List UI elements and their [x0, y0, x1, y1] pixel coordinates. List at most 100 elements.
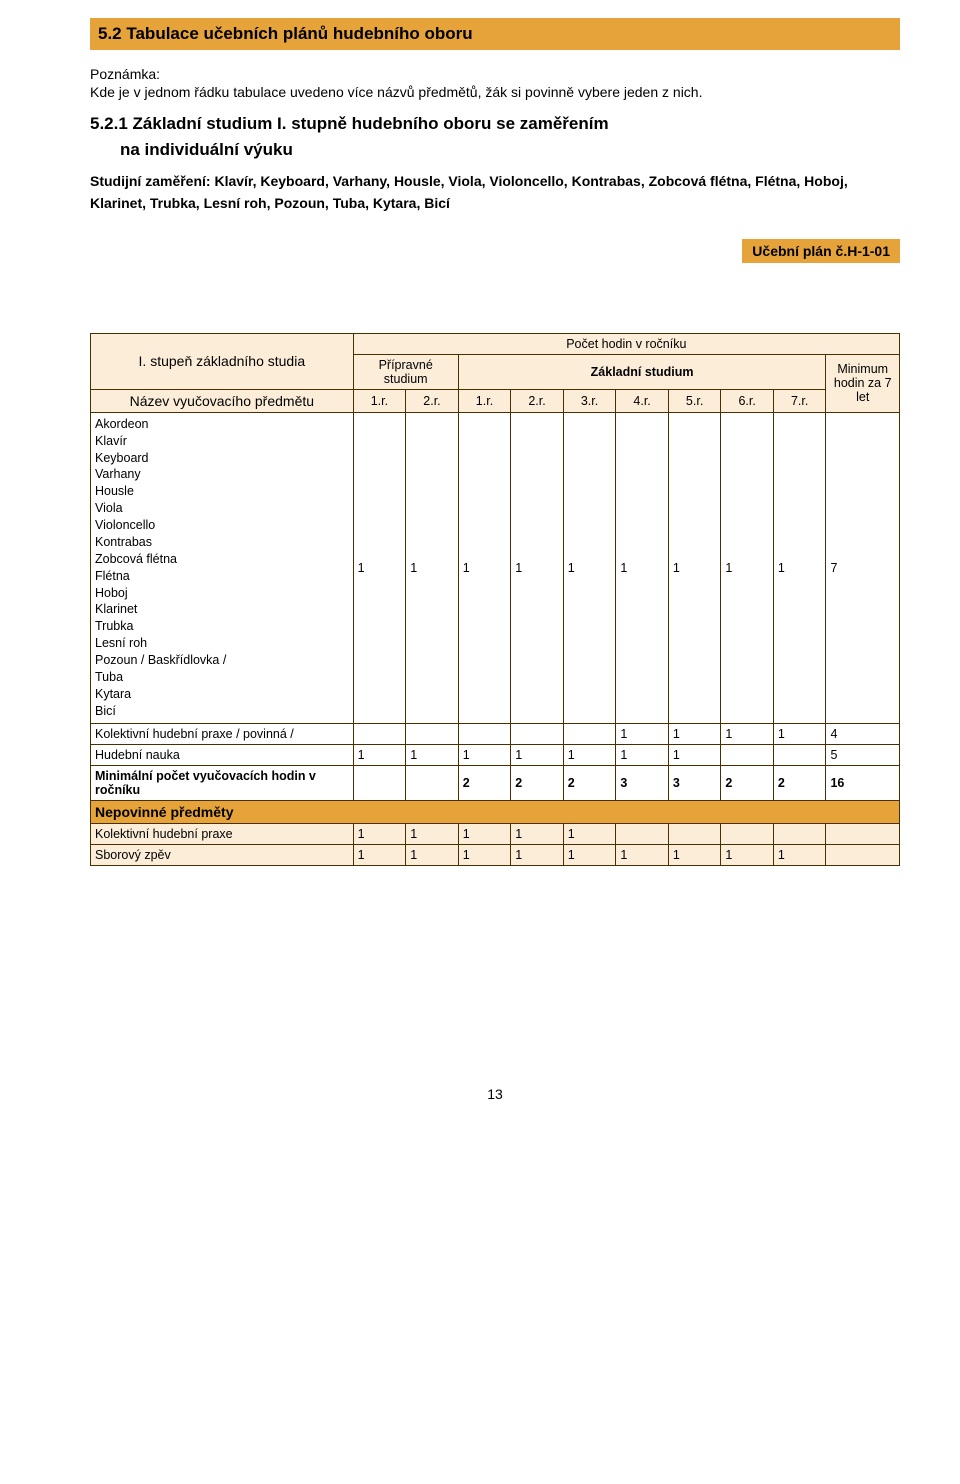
year-col: 4.r.	[616, 389, 669, 412]
cell: 1	[563, 844, 616, 865]
row-label: Hudební nauka	[91, 744, 354, 765]
page-number: 13	[90, 1086, 900, 1102]
cell: 1	[511, 744, 564, 765]
cell: 1	[773, 844, 826, 865]
year-col: 3.r.	[563, 389, 616, 412]
year-col: 2.r.	[406, 389, 459, 412]
cell: 1	[458, 823, 511, 844]
cell: 1	[668, 412, 721, 723]
cell: 1	[721, 723, 774, 744]
cell: 1	[406, 412, 459, 723]
cell: 4	[826, 723, 900, 744]
year-col: 5.r.	[668, 389, 721, 412]
table-header-row: I. stupeň základního studia Počet hodin …	[91, 333, 900, 354]
row-label: Sborový zpěv	[91, 844, 354, 865]
table-row: Minimální počet vyučovacích hodin v ročn…	[91, 765, 900, 800]
zaklad-header: Základní studium	[458, 354, 826, 389]
subheading-line1: 5.2.1 Základní studium I. stupně hudební…	[90, 114, 900, 134]
cell: 7	[826, 412, 900, 723]
table-years-row: Název vyučovacího předmětu 1.r. 2.r. 1.r…	[91, 389, 900, 412]
cell: 1	[668, 844, 721, 865]
cell: 1	[511, 844, 564, 865]
note-label: Poznámka:	[90, 66, 900, 82]
cell: 3	[616, 765, 669, 800]
cell: 2	[511, 765, 564, 800]
cell	[721, 744, 774, 765]
cell: 1	[458, 744, 511, 765]
cell	[563, 723, 616, 744]
cell: 1	[511, 823, 564, 844]
cell	[406, 723, 459, 744]
plan-badge: Učební plán č.H-1-01	[742, 239, 900, 263]
cell: 1	[353, 823, 406, 844]
cell: 1	[616, 744, 669, 765]
count-header: Počet hodin v ročníku	[353, 333, 899, 354]
cell: 1	[668, 744, 721, 765]
cell: 1	[458, 844, 511, 865]
cell: 1	[773, 723, 826, 744]
cell: 1	[668, 723, 721, 744]
optional-section-label: Nepovinné předměty	[91, 800, 900, 823]
cell: 1	[563, 744, 616, 765]
cell: 1	[406, 823, 459, 844]
cell: 1	[458, 412, 511, 723]
cell: 1	[563, 823, 616, 844]
cell: 2	[563, 765, 616, 800]
cell: 1	[563, 412, 616, 723]
table-row: Hudební nauka11111115	[91, 744, 900, 765]
cell: 1	[616, 412, 669, 723]
row-label: Kolektivní hudební praxe	[91, 823, 354, 844]
cell	[826, 844, 900, 865]
cell	[721, 823, 774, 844]
section-heading: 5.2 Tabulace učebních plánů hudebního ob…	[90, 18, 900, 50]
cell	[773, 823, 826, 844]
cell: 3	[668, 765, 721, 800]
cell	[353, 723, 406, 744]
cell: 1	[616, 844, 669, 865]
year-col: 2.r.	[511, 389, 564, 412]
table-row: Kolektivní hudební praxe / povinná /1111…	[91, 723, 900, 744]
subheading-line2: na individuální výuku	[120, 140, 900, 160]
left-subtitle: Název vyučovacího předmětu	[91, 389, 354, 412]
table-row: Sborový zpěv111111111	[91, 844, 900, 865]
cell	[616, 823, 669, 844]
cell	[353, 765, 406, 800]
cell: 1	[511, 412, 564, 723]
prep-header: Přípravné studium	[353, 354, 458, 389]
cell: 1	[616, 723, 669, 744]
note-text: Kde je v jednom řádku tabulace uvedeno v…	[90, 84, 900, 100]
cell: 1	[773, 412, 826, 723]
cell: 2	[773, 765, 826, 800]
left-title: I. stupeň základního studia	[91, 333, 354, 389]
cell	[458, 723, 511, 744]
cell: 5	[826, 744, 900, 765]
cell	[668, 823, 721, 844]
instruments-row: Akordeon Klavír Keyboard Varhany Housle …	[91, 412, 900, 723]
instruments-cell: Akordeon Klavír Keyboard Varhany Housle …	[91, 412, 354, 723]
plan-table: I. stupeň základního studia Počet hodin …	[90, 333, 900, 866]
cell	[406, 765, 459, 800]
note-block: Poznámka: Kde je v jednom řádku tabulace…	[90, 66, 900, 100]
cell: 1	[353, 412, 406, 723]
optional-section-row: Nepovinné předměty	[91, 800, 900, 823]
year-col: 1.r.	[353, 389, 406, 412]
min-header: Minimum hodin za 7 let	[826, 354, 900, 412]
year-col: 7.r.	[773, 389, 826, 412]
study-focus: Studijní zaměření: Klavír, Keyboard, Var…	[90, 170, 900, 215]
cell: 2	[458, 765, 511, 800]
cell	[773, 744, 826, 765]
table-row: Kolektivní hudební praxe11111	[91, 823, 900, 844]
cell: 1	[353, 844, 406, 865]
row-label: Minimální počet vyučovacích hodin v ročn…	[91, 765, 354, 800]
cell	[511, 723, 564, 744]
year-col: 6.r.	[721, 389, 774, 412]
cell: 1	[406, 744, 459, 765]
cell: 2	[721, 765, 774, 800]
cell: 16	[826, 765, 900, 800]
page: 5.2 Tabulace učebních plánů hudebního ob…	[0, 0, 960, 1142]
cell: 1	[353, 744, 406, 765]
cell: 1	[721, 412, 774, 723]
year-col: 1.r.	[458, 389, 511, 412]
cell: 1	[721, 844, 774, 865]
cell	[826, 823, 900, 844]
